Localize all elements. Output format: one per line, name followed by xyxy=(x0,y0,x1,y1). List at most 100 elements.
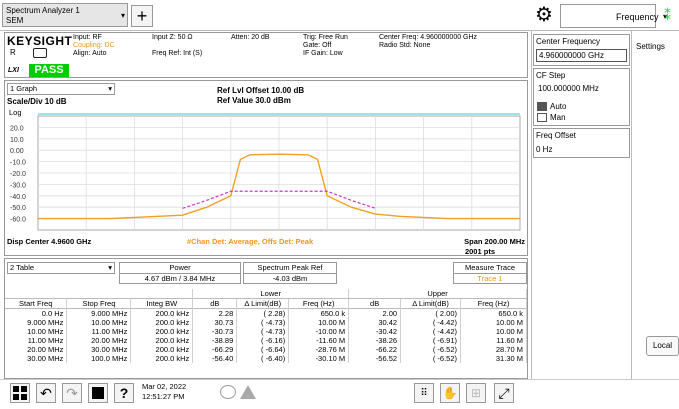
peak-ref-box[interactable]: Spectrum Peak Ref -4.03 dBm xyxy=(243,262,337,284)
table-cell: 9.000 MHz xyxy=(5,318,68,327)
column-header: Start Freq xyxy=(5,298,68,309)
table-row[interactable]: 20.00 MHz 30.00 MHz 200.0 kHz -66.29( -6.64… xyxy=(5,345,527,354)
local-button[interactable]: Local xyxy=(646,336,679,356)
sweep-points: 2001 pts xyxy=(464,247,495,256)
table-cell: -38.89 xyxy=(192,336,238,345)
freq-offset-value[interactable]: 0 Hz xyxy=(536,145,553,154)
graph-selector-label: 1 Graph xyxy=(10,84,38,93)
gear-icon[interactable]: ⚙ xyxy=(535,4,553,26)
table-cell: 200.0 kHz xyxy=(130,345,194,354)
help-icon[interactable]: ? xyxy=(114,383,134,403)
table-cell: 20.00 MHz xyxy=(5,345,68,354)
center-freq-softkey[interactable]: Center Frequency 4.960000000 GHz xyxy=(533,34,630,66)
series-line-1 xyxy=(182,190,376,209)
freq-offset-softkey[interactable]: Freq Offset 0 Hz xyxy=(533,128,630,158)
column-header: Stop Freq xyxy=(66,298,132,309)
freq-ref: Freq Ref: Int (S) xyxy=(152,50,203,57)
chevron-down-icon: ▾ xyxy=(662,12,667,21)
table-cell: 10.00 M xyxy=(460,327,527,336)
table-row[interactable]: 11.00 MHz 20.00 MHz 200.0 kHz -38.89( -6.16… xyxy=(5,336,527,345)
maximize-icon[interactable]: ⤢ xyxy=(494,383,514,403)
auto-radio[interactable] xyxy=(537,102,547,111)
table-cell: -28.76 M xyxy=(288,345,350,354)
column-header: Freq (Hz) xyxy=(288,298,350,309)
table-cell: 650.0 k xyxy=(288,308,350,318)
power-box[interactable]: Power 4.67 dBm / 3.84 MHz xyxy=(119,262,241,284)
table-cell: 2.00 xyxy=(348,308,402,318)
add-screen-button[interactable]: + xyxy=(131,5,153,27)
center-settings[interactable]: Center Freq: 4.960000000 GHz Radio Std: … xyxy=(379,34,527,74)
spectrum-plot[interactable]: 20.0 10.0 0.00 -10.0 -20.0 -30.0 -40.0 -50.0 -60… xyxy=(4,80,528,256)
table-cell: 10.00 M xyxy=(288,318,350,327)
radio-std: Radio Std: None xyxy=(379,42,431,49)
table-cell: ( -6.52) xyxy=(400,354,462,363)
table-cell: ( -4.73) xyxy=(236,327,290,336)
keyboard-icon[interactable]: ⠿ xyxy=(414,383,434,403)
atten-settings[interactable]: Atten: 20 dB xyxy=(231,34,301,74)
y-tick-label: 0.00 xyxy=(10,148,24,155)
table-cell: 200.0 kHz xyxy=(130,327,194,336)
table-cell: 30.42 xyxy=(348,318,402,327)
table-cell: 31.30 M xyxy=(460,354,527,363)
table-row[interactable]: 30.00 MHz 100.0 MHz 200.0 kHz -56.40( -6.40… xyxy=(5,354,527,363)
table-window[interactable]: 2 Table ▾ Power 4.67 dBm / 3.84 MHz Spec… xyxy=(4,258,528,379)
table-cell: -56.52 xyxy=(348,354,402,363)
table-cell: 200.0 kHz xyxy=(130,308,194,318)
trig-settings[interactable]: Trig: Free Run Gate: Off IF Gain: Low xyxy=(303,34,377,74)
window-layout-icon[interactable]: ⊞ xyxy=(466,383,486,403)
redo-icon[interactable]: ↷ xyxy=(62,383,82,403)
table-selector[interactable]: 2 Table ▾ xyxy=(7,262,115,274)
trig: Trig: Free Run xyxy=(303,34,348,41)
disp-center: Disp Center 4.9600 GHz xyxy=(7,237,92,246)
date: Mar 02, 2022 xyxy=(142,382,187,391)
touch-icon[interactable]: ✋ xyxy=(440,383,460,403)
measure-trace-box[interactable]: Measure Trace Trace 1 xyxy=(453,262,527,284)
table-cell: 10.00 MHz xyxy=(5,327,68,336)
gate: Gate: Off xyxy=(303,42,332,49)
table-cell: ( -6.91) xyxy=(400,336,462,345)
column-header: dB xyxy=(192,298,238,309)
undo-icon[interactable]: ↶ xyxy=(36,383,56,403)
ref-value[interactable]: Ref Value 30.0 dBm xyxy=(217,96,291,105)
scale-div[interactable]: Scale/Div 10 dB xyxy=(7,97,67,106)
chevron-down-icon[interactable]: ▾ xyxy=(121,11,126,20)
column-header: Integ BW xyxy=(130,298,194,309)
table-cell: 11.00 MHz xyxy=(66,327,132,336)
windows-icon[interactable] xyxy=(10,383,30,403)
table-cell: ( -4.42) xyxy=(400,327,462,336)
center-freq-input[interactable]: 4.960000000 GHz xyxy=(536,49,627,62)
graph-selector[interactable]: 1 Graph ▾ xyxy=(7,83,115,95)
y-tick-label: -20.0 xyxy=(10,171,26,178)
taskbar xyxy=(0,379,679,409)
table-row[interactable]: 9.000 MHz 10.00 MHz 200.0 kHz 30.73( -4.73)… xyxy=(5,318,527,327)
power-label: Power xyxy=(169,263,191,272)
table-cell: 100.0 MHz xyxy=(66,354,132,363)
table-cell: ( -6.64) xyxy=(236,345,290,354)
auto-label: Auto xyxy=(550,102,567,111)
upper-group-header: Upper xyxy=(348,289,527,299)
table-row[interactable]: 10.00 MHz 11.00 MHz 200.0 kHz -30.73( -4.73… xyxy=(5,327,527,336)
y-tick-label: -10.0 xyxy=(10,160,26,167)
input-settings[interactable]: Input: RF Coupling: DC Align: Auto xyxy=(73,34,151,74)
display-icon xyxy=(33,48,47,58)
table-cell: -30.73 xyxy=(192,327,238,336)
menu-selector[interactable]: Frequency ▾ xyxy=(560,4,667,28)
cf-step-input[interactable]: 100.000000 MHz xyxy=(538,84,599,93)
span: Span 200.00 MHz xyxy=(464,237,525,246)
ref-lvl-offset[interactable]: Ref Lvl Offset 10.00 dB xyxy=(217,86,305,95)
full-screen-icon[interactable] xyxy=(88,383,108,403)
screen-tab[interactable]: Spectrum Analyzer 1 SEM ▾ xyxy=(2,3,128,27)
column-header: dB xyxy=(348,298,402,309)
tab-settings[interactable]: Settings xyxy=(636,42,665,51)
menu-selector-label: Frequency xyxy=(616,12,659,22)
meas-bar[interactable]: KEYSIGHT R LXI PASS Input: RF Coupling: … xyxy=(4,32,528,78)
table-row[interactable]: 0.0 Hz 9.000 MHz 200.0 kHz 2.28( 2.28) 650.0… xyxy=(5,308,527,318)
cf-step-softkey[interactable]: CF Step 100.000000 MHz Auto Man xyxy=(533,68,630,126)
y-tick-label: 20.0 xyxy=(10,125,24,132)
graph-window[interactable]: 1 Graph ▾ Ref Lvl Offset 10.00 dB Ref Va… xyxy=(4,80,528,256)
input-z-settings[interactable]: Input Z: 50 Ω Freq Ref: Int (S) xyxy=(152,34,232,74)
lxi-label: LXI xyxy=(8,67,19,74)
brand-logo: KEYSIGHT xyxy=(7,34,73,48)
table-cell: -38.26 xyxy=(348,336,402,345)
man-radio[interactable] xyxy=(537,113,547,122)
